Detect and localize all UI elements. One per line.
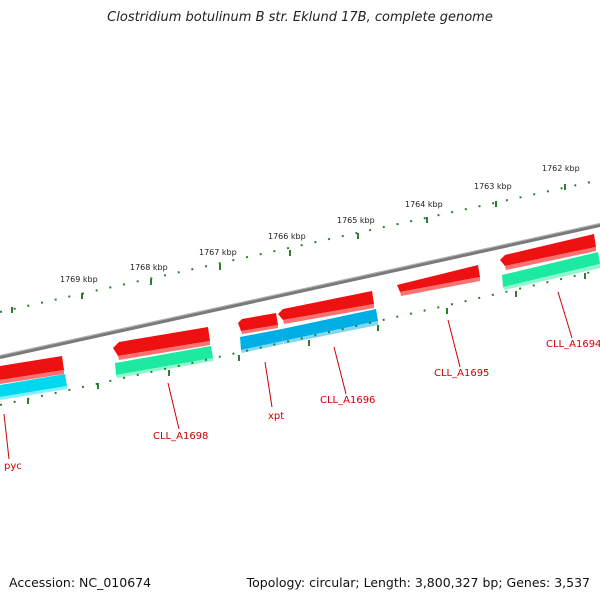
gene-block-cll-a1694 [502, 252, 600, 287]
gene-label-cll-a1694: CLL_A1694 [546, 339, 600, 350]
forward-genes [0, 234, 596, 384]
gene-label-pyc: pyc [4, 461, 22, 472]
genome-backbone [0, 223, 600, 359]
kbp-label-1766: 1766 kbp [268, 232, 306, 241]
gene-arrow-cll-a1694 [500, 234, 596, 266]
kbp-label-1769: 1769 kbp [60, 275, 98, 284]
gene-arrow-pyc [0, 356, 64, 380]
kbp-label-1765: 1765 kbp [337, 216, 375, 225]
gene-arrow-cll-a1696 [278, 291, 374, 320]
reverse-genes [0, 252, 600, 400]
map-title: Clostridium botulinum B str. Eklund 17B,… [107, 10, 493, 25]
gene-block-cll-a1698 [115, 346, 213, 375]
kbp-label-1763: 1763 kbp [474, 182, 512, 191]
gene-block-pyc [0, 374, 67, 397]
gene-label-xpt: xpt [268, 411, 284, 422]
gene-arrow-cll-a1698 [113, 327, 210, 356]
gene-label-cll-a1695: CLL_A1695 [434, 368, 489, 379]
accession-label: Accession: NC_010674 [9, 575, 152, 590]
gene-block-xpt [240, 329, 283, 350]
inner-major-ticks [27, 273, 586, 404]
gene-block-cll-a1696 [282, 309, 378, 341]
label-leaders [3, 291, 573, 460]
gene-arrow-cll-a1695 [397, 265, 480, 292]
outer-major-ticks [11, 184, 566, 313]
gene-label-cll-a1698: CLL_A1698 [153, 431, 208, 442]
gene-label-cll-a1696: CLL_A1696 [320, 395, 375, 406]
kbp-label-1764: 1764 kbp [405, 200, 443, 209]
backbone-highlight [0, 223, 600, 356]
kbp-label-1768: 1768 kbp [130, 263, 168, 272]
gene-arrow-xpt [238, 313, 278, 331]
kbp-label-1767: 1767 kbp [199, 248, 237, 257]
kbp-label-1762: 1762 kbp [542, 164, 580, 173]
topology-label: Topology: circular; Length: 3,800,327 bp… [246, 575, 590, 590]
